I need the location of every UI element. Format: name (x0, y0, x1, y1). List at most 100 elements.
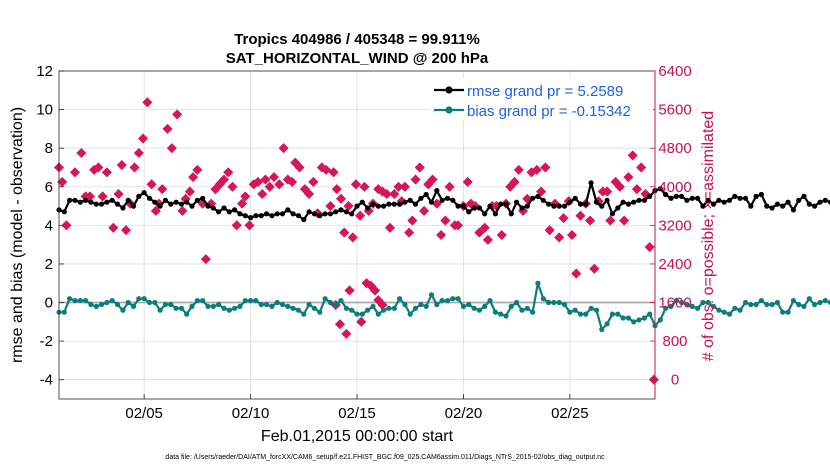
bias-point (551, 299, 557, 306)
obs-assimilated-marker (129, 162, 140, 173)
rmse-point (205, 203, 211, 209)
bias-point (726, 311, 733, 317)
bias-point (647, 311, 653, 317)
bias-point (301, 311, 307, 317)
rmse-point (210, 205, 216, 211)
rmse-point (769, 205, 775, 211)
bias-point (168, 301, 174, 308)
bias-point (790, 298, 797, 304)
rmse-point (359, 199, 365, 205)
rmse-point (232, 207, 238, 213)
bias-point (407, 311, 413, 317)
bias-point (418, 301, 424, 308)
bias-point (226, 307, 232, 313)
rmse-point (535, 193, 541, 199)
obs-assimilated-marker (268, 172, 280, 183)
obs-assimilated-marker (304, 188, 315, 200)
rmse-point (514, 199, 520, 205)
bias-point (72, 298, 78, 304)
rmse-point (333, 209, 339, 215)
rmse-point (737, 195, 743, 201)
bias-point (343, 305, 349, 311)
bias-point (561, 301, 568, 308)
obs-assimilated-marker (172, 109, 183, 120)
bias-point (508, 303, 514, 309)
obs-assimilated-marker (359, 181, 370, 192)
bias-point (162, 301, 168, 308)
obs-assimilated-marker (410, 174, 421, 185)
bias-point (668, 303, 674, 309)
bias-point (710, 303, 717, 309)
obs-assimilated-marker (496, 229, 507, 241)
obs-assimilated-marker (335, 193, 347, 204)
rmse-point (349, 211, 355, 217)
rmse-point (444, 195, 451, 201)
y2-tick-label: 5600 (658, 102, 691, 119)
bias-point (194, 298, 200, 304)
rmse-point (758, 191, 765, 198)
bias-point (136, 296, 142, 302)
obs-assimilated-marker (192, 164, 203, 175)
obs-assimilated-marker (252, 176, 264, 187)
bias-point (769, 301, 775, 308)
rmse-point (519, 205, 525, 211)
bias-point (173, 305, 179, 311)
obs-assimilated-marker (142, 97, 153, 108)
obs-assimilated-marker (399, 181, 410, 192)
y2-tick-label: 6400 (658, 63, 691, 80)
obs-assimilated-marker (325, 201, 336, 212)
rmse-point (796, 197, 802, 203)
bias-point (780, 309, 786, 315)
bias-point (540, 296, 546, 302)
rmse-point (173, 199, 179, 205)
rmse-point (88, 199, 94, 205)
obs-assimilated-marker (627, 150, 638, 161)
obs-possible-marker (370, 285, 381, 296)
rmse-point (487, 203, 493, 209)
obs-assimilated-marker (146, 179, 157, 190)
bias-point (721, 309, 727, 315)
bias-point (695, 305, 701, 311)
rmse-point (152, 199, 158, 205)
bias-point (311, 305, 317, 311)
obs-assimilated-marker (614, 181, 625, 192)
rmse-point (588, 180, 594, 186)
y-axis-ticks: -4 -2 0 2 4 6 8 10 12 (36, 63, 64, 389)
rmse-point (407, 197, 413, 203)
rmse-point (620, 199, 626, 205)
rmse-series (56, 180, 830, 223)
rmse-point (556, 203, 562, 209)
obs-assimilated-marker (389, 188, 400, 200)
rmse-point (450, 197, 456, 203)
obs-possible-marker (341, 328, 352, 339)
rmse-point (306, 209, 312, 215)
y-tick-label: 8 (45, 140, 53, 157)
rmse-point (476, 205, 482, 211)
obs-assimilated-marker (619, 215, 630, 226)
bias-point (141, 296, 147, 302)
legend-bias-label: bias grand pr = -0.15342 (467, 103, 631, 120)
obs-assimilated-marker (150, 205, 161, 216)
rmse-point (466, 209, 472, 215)
bias-point (295, 307, 302, 313)
bias-point (705, 299, 711, 306)
rmse-point (657, 186, 663, 192)
rmse-point (551, 203, 557, 209)
rmse-point (242, 213, 248, 219)
rmse-point (546, 201, 552, 207)
rmse-point (790, 207, 797, 213)
obs-assimilated-marker (631, 184, 642, 195)
bias-point (812, 301, 818, 308)
bias-point (737, 307, 743, 313)
x-axis-ticks: 02/05 02/10 02/15 02/20 02/25 (125, 394, 589, 422)
obs-assimilated-marker (343, 201, 354, 212)
rmse-point (801, 193, 807, 199)
rmse-point (705, 197, 711, 203)
bias-point (620, 315, 626, 321)
bias-point (492, 309, 498, 315)
y2-axis-ticks: 0 800 1600 2400 3200 4000 4800 5600 6400 (650, 63, 692, 399)
bias-point (263, 301, 270, 308)
obs-possible-marker (356, 316, 367, 327)
bias-point (748, 301, 754, 308)
obs-assimilated-marker (294, 162, 305, 173)
